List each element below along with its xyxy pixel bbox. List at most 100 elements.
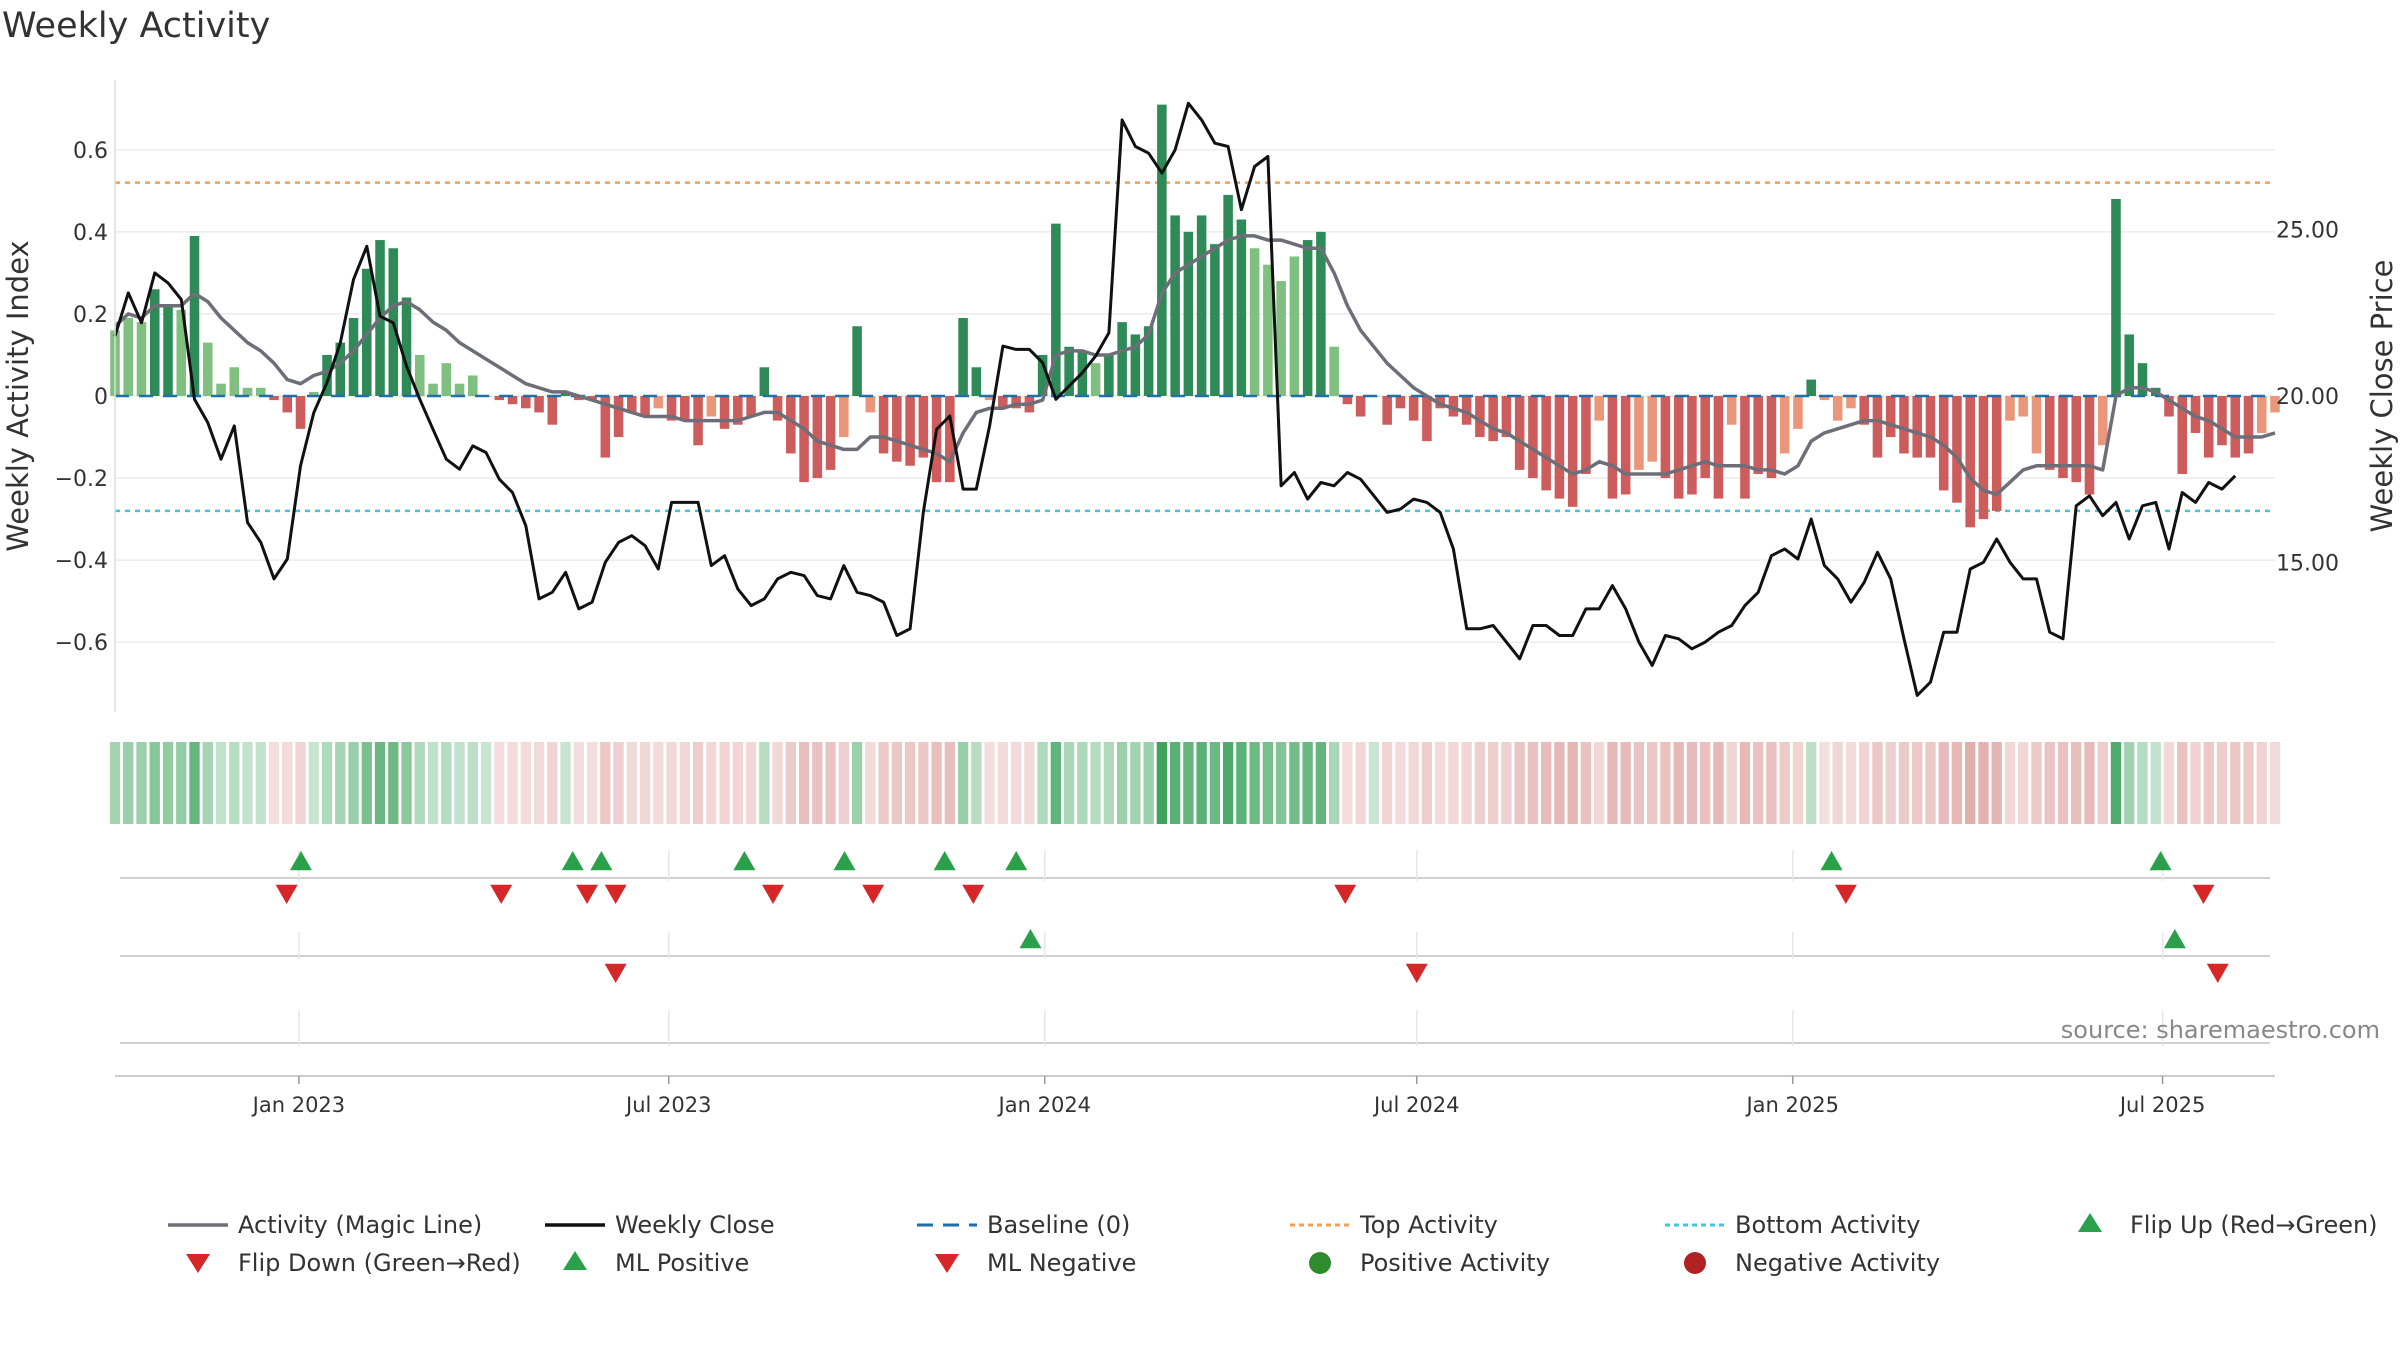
- activity-bar: [640, 396, 650, 417]
- activity-bar: [534, 396, 544, 413]
- y-left-tick-label: 0.6: [73, 139, 108, 164]
- heat-cell: [268, 742, 280, 824]
- heat-cell: [931, 742, 942, 824]
- activity-bar: [2177, 396, 2188, 474]
- flip-up-marker: [733, 851, 756, 871]
- heat-cell: [1925, 742, 1936, 824]
- y-left-axis-label: Weekly Activity Index: [1, 240, 35, 551]
- heat-cell: [123, 742, 134, 824]
- activity-bar: [958, 318, 968, 396]
- chart-title: Weekly Activity: [2, 6, 271, 46]
- activity-bar: [136, 322, 147, 396]
- heat-cell: [1169, 742, 1181, 824]
- activity-bar: [1581, 396, 1591, 474]
- activity-bar: [1687, 396, 1697, 495]
- activity-bar: [242, 387, 253, 396]
- heat-cell: [692, 742, 704, 824]
- heat-cell: [865, 742, 876, 824]
- heat-cell: [1938, 742, 1949, 824]
- heat-cell: [321, 742, 333, 824]
- heat-cell: [759, 742, 770, 824]
- activity-bar: [1925, 396, 1936, 458]
- activity-bar: [1660, 396, 1671, 479]
- activity-bar: [1157, 104, 1167, 396]
- legend-swatch-up-triangle: [2078, 1213, 2102, 1232]
- activity-bar: [905, 396, 915, 466]
- heat-cell: [507, 742, 518, 824]
- heat-cell: [2243, 742, 2254, 824]
- activity-bar: [1329, 346, 1339, 396]
- activity-bar: [653, 396, 664, 409]
- legend-item-flipdown: Flip Down (Green→Red): [186, 1249, 521, 1277]
- activity-bar: [1806, 379, 1816, 396]
- heat-cell: [1501, 742, 1512, 824]
- heat-cell: [401, 742, 412, 824]
- heat-cell: [1951, 742, 1963, 824]
- activity-bar: [759, 367, 770, 396]
- heat-cell: [1779, 742, 1790, 824]
- activity-bar: [1647, 396, 1657, 462]
- activity-bar: [1620, 396, 1631, 495]
- heat-cell: [997, 742, 1009, 824]
- heat-cell: [1753, 742, 1764, 824]
- heat-cell: [1912, 742, 1923, 824]
- activity-bar: [2256, 396, 2267, 433]
- date-tick-label: Jan 2024: [997, 1093, 1092, 1117]
- y-left-tick-label: 0: [94, 385, 108, 410]
- heat-cell: [918, 742, 929, 824]
- heat-cell: [745, 742, 757, 824]
- heat-cell: [1342, 742, 1353, 824]
- heat-cell: [1594, 742, 1605, 824]
- activity-bar: [1051, 223, 1061, 396]
- activity-bar: [2203, 396, 2214, 458]
- activity-bar: [1302, 240, 1313, 396]
- activity-bar: [666, 396, 677, 421]
- activity-bar: [1276, 281, 1286, 396]
- heat-cell: [2044, 742, 2055, 824]
- heat-cell: [1289, 742, 1300, 824]
- heat-cell: [2216, 742, 2228, 824]
- activity-bar: [428, 383, 438, 396]
- heat-cell: [1302, 742, 1313, 824]
- activity-bar: [216, 383, 226, 396]
- heat-cell: [348, 742, 359, 824]
- activity-bar: [1965, 396, 1975, 528]
- heat-cell: [1872, 742, 1883, 824]
- heat-cell: [1315, 742, 1327, 824]
- activity-bar: [2031, 396, 2042, 454]
- heat-cell: [2190, 742, 2201, 824]
- heat-cell: [1196, 742, 1207, 824]
- activity-bar: [229, 367, 240, 396]
- heat-cell: [1130, 742, 1141, 824]
- heat-cell: [1514, 742, 1525, 824]
- date-tick-label: Jul 2023: [624, 1093, 711, 1117]
- legend-swatch-up-triangle: [563, 1251, 587, 1270]
- flip-up-marker: [1820, 851, 1843, 871]
- heat-cell: [1978, 742, 1989, 824]
- heat-cell: [109, 742, 121, 824]
- ml-positive-marker: [1019, 929, 1042, 949]
- legend-label: Flip Down (Green→Red): [238, 1249, 521, 1277]
- activity-bar: [772, 396, 783, 421]
- heat-cell: [202, 742, 213, 824]
- heat-cell: [1806, 742, 1817, 824]
- activity-bar: [945, 396, 955, 483]
- heat-cell: [1620, 742, 1631, 824]
- heat-cell: [1143, 742, 1154, 824]
- heat-cell: [838, 742, 850, 824]
- activity-bar: [1130, 334, 1141, 396]
- activity-bar: [2137, 363, 2148, 396]
- legend-label: Flip Up (Red→Green): [2130, 1211, 2378, 1239]
- activity-bar: [613, 396, 624, 438]
- date-tick-label: Jan 2025: [1744, 1093, 1839, 1117]
- activity-bar: [1355, 396, 1366, 417]
- activity-bar: [1011, 396, 1021, 409]
- ml-negative-marker: [1405, 963, 1428, 983]
- activity-bar: [1594, 396, 1604, 421]
- heat-cell: [1461, 742, 1472, 824]
- heat-cell: [944, 742, 956, 824]
- y-left-tick-label: 0.2: [73, 303, 108, 328]
- heat-cell: [1395, 742, 1406, 824]
- heat-cell: [136, 742, 147, 824]
- y-right-tick-label: 20.00: [2276, 385, 2339, 410]
